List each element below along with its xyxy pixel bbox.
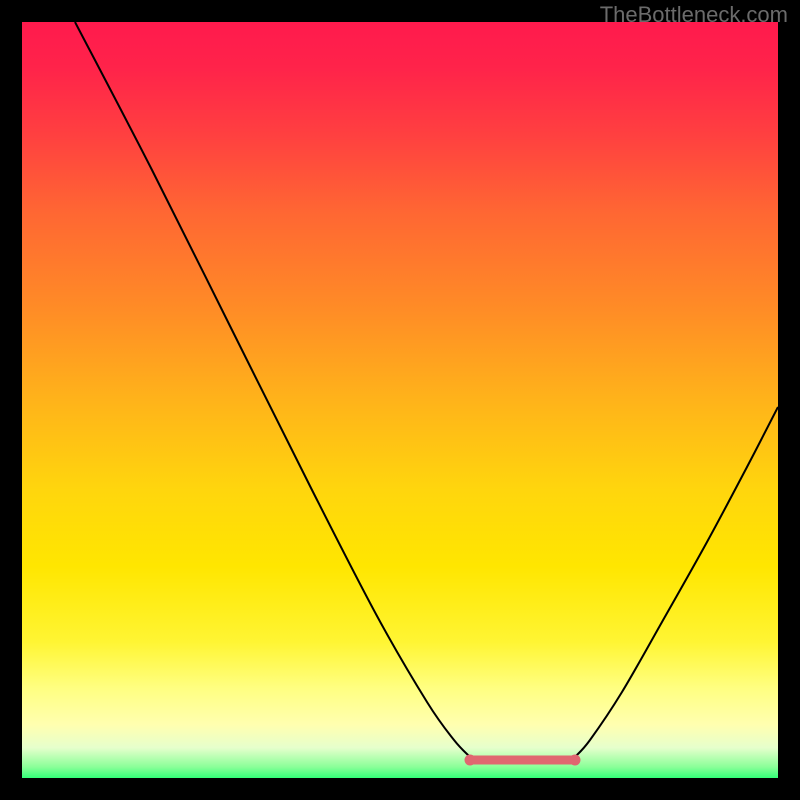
flat-bottom-cap-left <box>465 755 476 766</box>
flat-bottom-cap-right <box>570 755 581 766</box>
plot-area <box>22 22 778 778</box>
bottleneck-curve <box>22 22 778 778</box>
curve-right-branch <box>575 407 778 757</box>
chart-container: TheBottleneck.com <box>0 0 800 800</box>
watermark-text: TheBottleneck.com <box>600 2 788 28</box>
curve-left-branch <box>75 22 470 757</box>
